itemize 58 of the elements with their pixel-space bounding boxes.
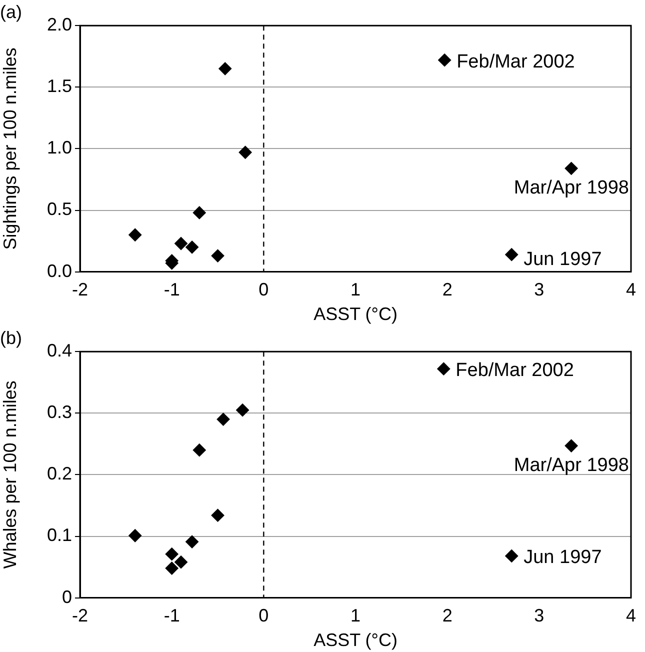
point	[211, 508, 224, 522]
x-tick-label: 3	[534, 606, 544, 626]
y-tick-label: 0.4	[46, 340, 72, 361]
annotation: Feb/Mar 2002	[456, 360, 574, 382]
x-tick-label: 1	[350, 280, 361, 300]
chart-title: (a)	[0, 2, 22, 22]
point	[186, 535, 199, 548]
point	[438, 54, 452, 67]
point	[505, 248, 518, 262]
point	[174, 236, 188, 250]
y-tick-label: 1.5	[46, 76, 72, 96]
x-tick-label: 3	[534, 280, 544, 300]
x-tick-label: 0	[258, 606, 269, 626]
annotation: Jun 1997	[524, 547, 602, 568]
annotation: Mar/Apr 1998	[514, 178, 629, 199]
point	[236, 404, 250, 417]
x-tick-label: -2	[72, 280, 88, 300]
point	[505, 549, 518, 562]
y-tick-label: 2.0	[46, 14, 72, 35]
y-tick-label: 0	[62, 586, 72, 607]
point	[192, 444, 206, 457]
x-tick-label: 0	[258, 280, 269, 300]
point	[186, 240, 199, 254]
annotation: Feb/Mar 2002	[456, 51, 575, 72]
x-tick-label: -1	[164, 606, 180, 626]
y-tick-label: 0.3	[46, 402, 72, 422]
point	[211, 249, 224, 262]
point	[238, 146, 252, 159]
point	[165, 548, 178, 561]
y-axis-title: Sightings per 100 n.miles	[0, 48, 20, 250]
x-tick-label: -2	[72, 606, 88, 626]
point	[165, 562, 178, 575]
y-tick-label: 0.2	[46, 464, 72, 484]
x-tick-label: 2	[442, 606, 452, 626]
chart-title: (b)	[0, 328, 22, 348]
x-tick-label: 1	[350, 606, 361, 626]
x-axis-title: ASST (°C)	[314, 304, 398, 324]
x-axis-title: ASST (°C)	[314, 630, 398, 650]
x-tick-label: 4	[626, 606, 636, 626]
point	[192, 206, 206, 220]
point	[128, 529, 142, 542]
annotation: Mar/Apr 1998	[514, 455, 629, 476]
point	[564, 162, 578, 175]
x-tick-label: -1	[164, 280, 180, 300]
annotation: Jun 1997	[524, 248, 602, 270]
point	[128, 228, 142, 242]
y-axis-title: Whales per 100 n.miles	[0, 380, 20, 569]
y-tick-label: 0.0	[46, 260, 72, 281]
x-tick-label: 2	[442, 280, 452, 300]
y-tick-label: 0.5	[46, 199, 72, 220]
point	[218, 62, 232, 76]
point	[437, 362, 450, 376]
x-tick-label: 4	[626, 280, 636, 300]
y-tick-label: 1.0	[46, 138, 72, 158]
point	[564, 439, 578, 452]
point	[174, 556, 188, 569]
point	[216, 412, 230, 426]
y-tick-label: 0.1	[46, 525, 72, 546]
